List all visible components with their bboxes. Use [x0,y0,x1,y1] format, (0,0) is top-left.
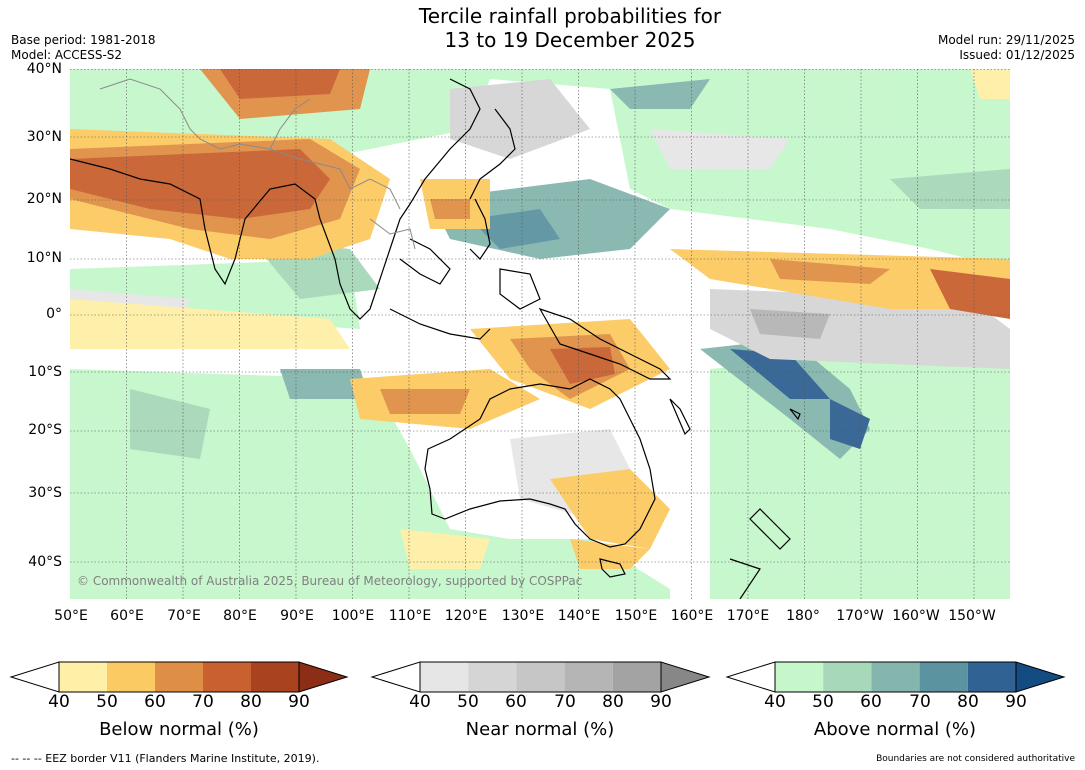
borders [99,78,416,250]
lat-label: 10°S [28,364,62,380]
lon-label: 110°E [388,608,432,624]
probability-shading [70,69,1010,599]
colorbar-low-arrow [9,661,60,693]
colorbar-tick: 40 [48,692,70,712]
colorbar-low-arrow [725,661,776,693]
colorbar-swatch [155,662,203,692]
colorbar-title-above: Above normal (%) [813,719,977,740]
lon-label: 160°E [670,608,714,624]
lat-label: 20°N [26,191,62,207]
colorbar-near [370,661,711,693]
colorbar-swatch [775,662,824,692]
colorbar-tick: 90 [1005,692,1027,712]
colorbar-tick: 50 [457,692,479,712]
title-line-1: Tercile rainfall probabilities for [418,4,722,28]
colorbar-below [9,661,349,693]
colorbar-legends [9,661,1066,693]
colorbar-above [725,661,1066,693]
lat-label: 40°S [28,554,62,570]
lon-label: 140°E [557,608,601,624]
lon-label: 60°E [110,608,144,624]
lat-label: 30°S [28,485,62,501]
colorbar-title-near: Near normal (%) [465,719,615,740]
colorbar-tick: 40 [409,692,431,712]
lat-label: 0° [46,306,62,322]
lon-label: 170°E [726,608,770,624]
colorbar-tick: 50 [96,692,118,712]
eez-border-note: -- -- -- EEZ border V11 (Flanders Marine… [11,752,320,765]
lon-label: 90°E [280,608,314,624]
rainfall-probability-map [70,69,1010,599]
lon-label: 100°E [331,608,375,624]
colorbar-low-arrow [370,661,421,693]
colorbar-tick: 60 [144,692,166,712]
lon-label: 50°E [54,608,88,624]
lon-label: 180° [786,608,820,624]
colorbar-swatch [59,662,107,692]
colorbar-swatch [107,662,155,692]
lon-label: 150°E [614,608,658,624]
colorbar-tick: 60 [860,692,882,712]
colorbar-tick: 90 [650,692,672,712]
lon-label: 70°E [167,608,201,624]
colorbar-tick: 80 [240,692,262,712]
colorbar-tick: 70 [909,692,931,712]
colorbar-high-arrow [660,661,711,693]
base-period: Base period: 1981-2018 [11,33,156,47]
colorbar-swatch [871,662,920,692]
colorbar-tick: 40 [764,692,786,712]
colorbar-tick: 70 [192,692,214,712]
colorbar-swatch [516,662,565,692]
lat-label: 20°S [28,422,62,438]
issued-date: Issued: 01/12/2025 [959,48,1075,62]
lon-label: 150°W [948,608,996,624]
lon-label: 170°W [836,608,884,624]
lat-label: 30°N [26,129,62,145]
colorbar-swatch [919,662,968,692]
lon-label: 160°W [892,608,940,624]
colorbar-swatch [612,662,661,692]
colorbar-high-arrow [1015,661,1066,693]
colorbar-swatch [420,662,469,692]
map-canvas [70,69,1010,599]
map-title: Tercile rainfall probabilities for 13 to… [0,4,1085,52]
colorbar-tick: 80 [957,692,979,712]
colorbar-swatch [967,662,1016,692]
colorbar-tick: 80 [602,692,624,712]
colorbar-swatch [203,662,251,692]
coastlines [70,78,801,599]
colorbar-swatch [468,662,517,692]
lon-label: 120°E [444,608,488,624]
lon-label: 130°E [501,608,545,624]
colorbar-tick: 50 [812,692,834,712]
lon-label: 80°E [223,608,257,624]
colorbar-tick: 60 [505,692,527,712]
colorbar-swatch [564,662,613,692]
model-run: Model run: 29/11/2025 [937,33,1075,47]
lat-label: 10°N [26,250,62,266]
colorbar-tick: 90 [288,692,310,712]
title-line-2: 13 to 19 December 2025 [444,28,696,52]
colorbar-title-below: Below normal (%) [99,719,259,740]
colorbar-high-arrow [298,661,349,693]
colorbar-swatch [823,662,872,692]
model-name: Model: ACCESS-S2 [11,48,123,62]
boundaries-disclaimer: Boundaries are not considered authoritat… [876,754,1075,764]
colorbar-tick: 70 [554,692,576,712]
copyright-notice: © Commonwealth of Australia 2025, Bureau… [77,574,583,588]
lat-label: 40°N [26,61,62,77]
graticule [70,69,1010,599]
colorbar-swatch [251,662,299,692]
